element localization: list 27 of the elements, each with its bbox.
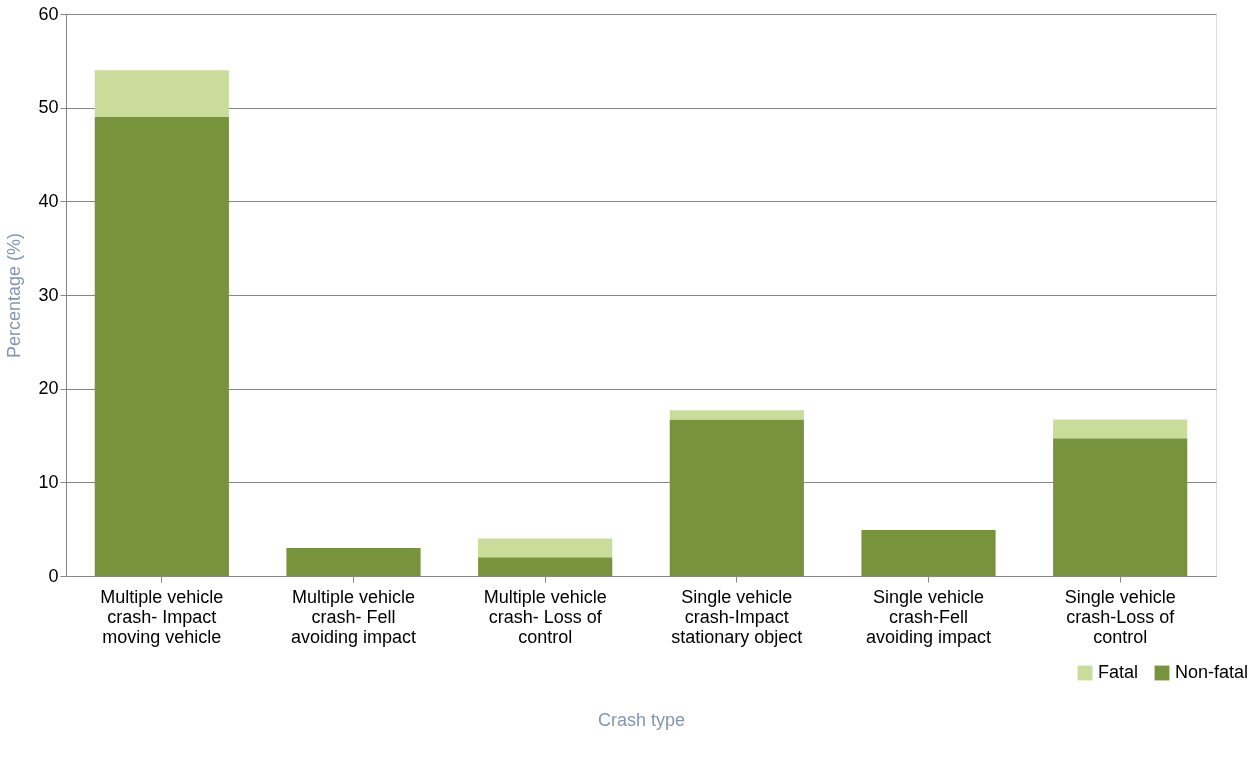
bar	[286, 547, 421, 576]
x-tick-label: Multiple vehicle crash- Impact moving vehicle	[100, 586, 224, 647]
y-tick-label: 40	[38, 190, 59, 211]
bar	[478, 538, 613, 558]
y-tick-label: 30	[38, 284, 59, 305]
y-tick-label: 50	[38, 97, 59, 118]
bar	[94, 117, 229, 576]
x-tick-label: Multiple vehicle crash- Fell avoiding impact	[290, 586, 417, 647]
y-axis-title: Percentage (%)	[4, 232, 25, 359]
bar	[1053, 419, 1188, 439]
bar	[94, 70, 229, 118]
x-tick-label: Multiple vehicle crash- Loss of control	[483, 586, 607, 647]
legend-label: Fatal	[1098, 662, 1139, 682]
bar	[861, 530, 996, 576]
x-tick-label: Single vehicle crash-Fell avoiding impact	[865, 586, 992, 647]
y-tick-label: 0	[48, 565, 59, 586]
bar	[669, 410, 804, 420]
x-axis-title: Crash type	[597, 709, 686, 730]
y-tick-label: 10	[38, 471, 59, 492]
bar	[1053, 438, 1188, 576]
bar	[478, 557, 613, 576]
y-tick-label: 60	[38, 3, 59, 24]
x-tick-label: Single vehicle crash-Impact stationary object	[671, 586, 803, 647]
bar	[669, 419, 804, 576]
y-tick-label: 20	[38, 378, 59, 399]
legend-label: Non-fatal	[1175, 662, 1249, 682]
x-tick-label: Single vehicle crash-Loss of control	[1064, 586, 1176, 647]
